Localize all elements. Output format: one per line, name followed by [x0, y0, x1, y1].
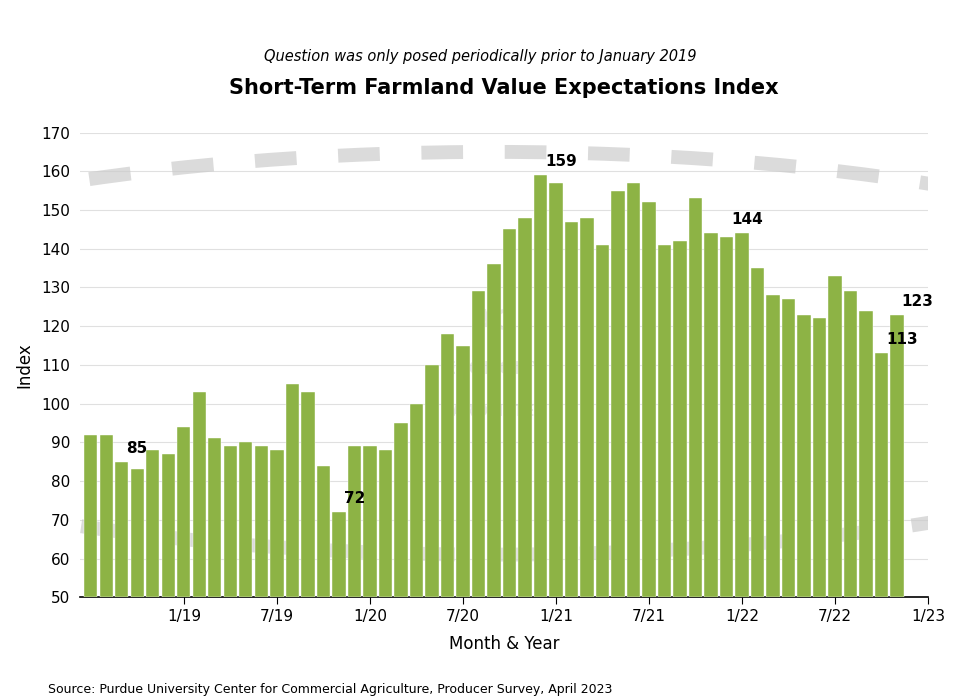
Bar — [875, 354, 888, 597]
Bar — [798, 315, 810, 597]
Bar — [642, 203, 656, 597]
Text: 72: 72 — [344, 491, 365, 506]
Bar — [441, 334, 454, 597]
Bar — [751, 268, 764, 597]
Bar — [271, 450, 283, 597]
Bar — [488, 264, 500, 597]
Bar — [471, 292, 485, 597]
Text: AG: AG — [471, 308, 516, 336]
X-axis label: Month & Year: Month & Year — [448, 635, 560, 653]
Text: 85: 85 — [127, 441, 148, 456]
Text: 159: 159 — [545, 155, 577, 169]
Bar — [100, 434, 113, 597]
Bar — [627, 183, 640, 597]
Bar — [720, 237, 733, 597]
Bar — [518, 218, 532, 597]
Bar — [254, 446, 268, 597]
Bar — [828, 276, 842, 597]
Bar — [612, 191, 625, 597]
Bar — [379, 450, 392, 597]
Title: Short-Term Farmland Value Expectations Index: Short-Term Farmland Value Expectations I… — [229, 78, 779, 97]
Bar — [332, 512, 346, 597]
Bar — [735, 233, 749, 597]
Bar — [859, 310, 873, 597]
Bar — [705, 233, 717, 597]
Text: BAROMETER: BAROMETER — [441, 404, 547, 419]
Bar — [549, 183, 563, 597]
Text: 144: 144 — [732, 212, 763, 228]
Bar — [193, 392, 206, 597]
Text: 113: 113 — [886, 333, 918, 347]
Bar — [146, 450, 159, 597]
Bar — [456, 345, 469, 597]
Bar — [286, 384, 299, 597]
Bar — [534, 175, 547, 597]
Bar — [596, 245, 609, 597]
Bar — [301, 392, 315, 597]
Bar — [178, 427, 190, 597]
Bar — [208, 438, 222, 597]
Bar — [131, 469, 144, 597]
Bar — [813, 318, 826, 597]
Bar — [395, 423, 407, 597]
Bar — [581, 218, 593, 597]
Bar — [317, 466, 330, 597]
Bar — [239, 443, 252, 597]
Bar — [781, 299, 795, 597]
Bar — [115, 461, 129, 597]
Bar — [766, 295, 780, 597]
Bar — [844, 292, 857, 597]
Bar — [363, 446, 376, 597]
Bar — [564, 221, 578, 597]
Bar — [689, 198, 702, 597]
Text: 123: 123 — [901, 294, 933, 309]
Text: Question was only posed periodically prior to January 2019: Question was only posed periodically pri… — [264, 49, 696, 64]
Bar — [673, 241, 686, 597]
Bar — [84, 434, 98, 597]
Bar — [162, 454, 175, 597]
Text: ECONOMY: ECONOMY — [443, 360, 545, 378]
Bar — [503, 230, 516, 597]
Y-axis label: Index: Index — [15, 342, 33, 388]
Bar — [658, 245, 671, 597]
Bar — [410, 404, 423, 597]
Bar — [425, 365, 439, 597]
Bar — [348, 446, 361, 597]
Bar — [224, 446, 237, 597]
Bar — [890, 315, 903, 597]
Text: Source: Purdue University Center for Commercial Agriculture, Producer Survey, Ap: Source: Purdue University Center for Com… — [48, 683, 612, 695]
